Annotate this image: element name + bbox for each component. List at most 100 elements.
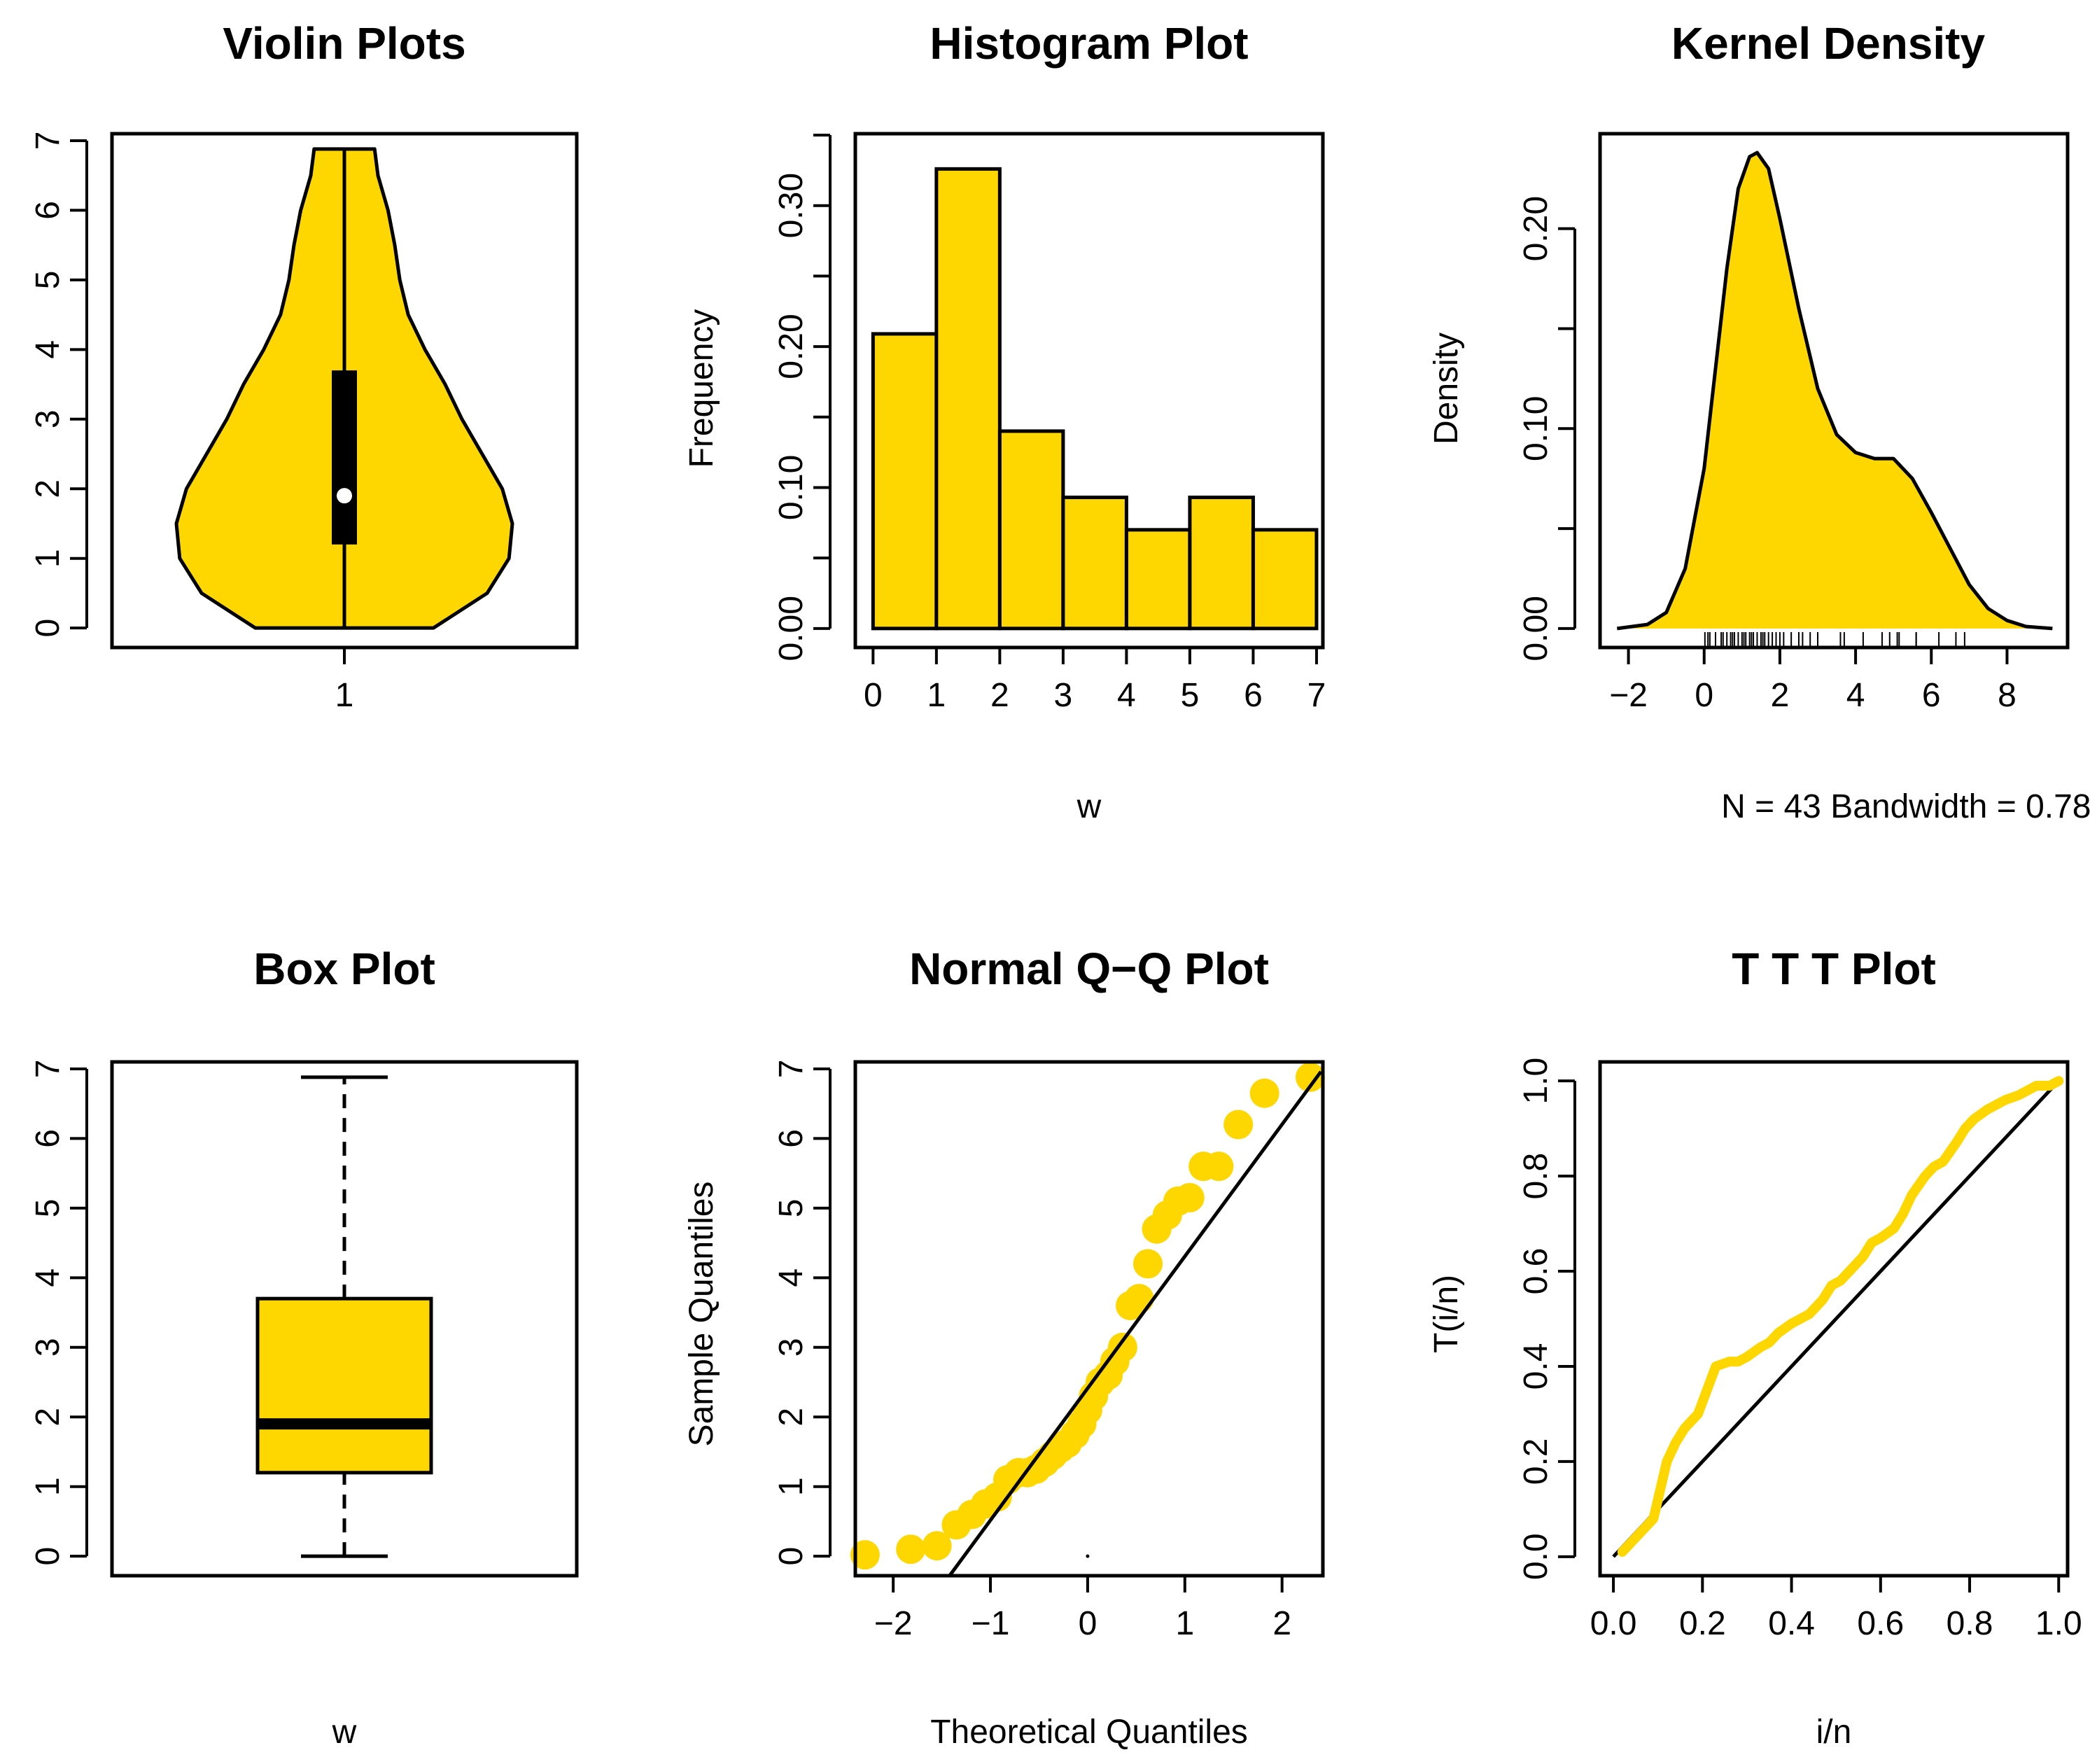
boxplot-ytick-label: 2 [29,1408,66,1427]
histogram-xlabel: w [1076,788,1102,825]
histogram-xtick-label: 7 [1307,677,1326,714]
density-ytick-label: 0.20 [1517,196,1555,261]
density-ylabel: Density [1428,332,1465,444]
boxplot-ytick-label: 0 [29,1547,66,1566]
histogram-xtick-label: 0 [864,677,883,714]
histogram-bar [1188,496,1255,631]
qq-ytick-label: 5 [773,1199,810,1218]
violin-ytick-label: 5 [29,271,66,290]
histogram-ytick-label: 0.30 [773,173,810,238]
histogram-ytick-label: 0.20 [773,314,810,379]
boxplot-xlabel: w [332,1714,357,1751]
ttt-panel: T T T Plot i/n T(i/n) 0.0 0.2 0.4 0.6 0.8 1.0… [1428,944,2082,1751]
violin-iqr-box [332,370,357,545]
ttt-xtick-label: 0.2 [1679,1605,1726,1642]
boxplot-title: Box Plot [253,944,435,994]
density-xtick-label: −2 [1609,677,1648,714]
qq-xtick-label: −1 [972,1605,1010,1642]
qq-ytick-label: 1 [773,1477,810,1496]
qq-origin-dot [1086,1554,1090,1558]
boxplot-box [255,1296,433,1475]
qq-point [896,1534,926,1564]
histogram-xtick-label: 6 [1244,677,1263,714]
ttt-ytick-label: 1.0 [1517,1058,1555,1105]
violin-frame [110,132,579,650]
violin-ytick-label: 6 [29,201,66,220]
density-curve [1617,150,2053,631]
boxplot-frame [110,1060,579,1578]
violin-median-dot [337,488,352,504]
ttt-xtick-label: 0.8 [1947,1605,1993,1642]
qq-xlabel: Theoretical Quantiles [930,1714,1248,1751]
qq-xtick-label: −2 [874,1605,913,1642]
density-ytick-label: 0.10 [1517,396,1555,461]
boxplot-ytick-label: 1 [29,1477,66,1496]
histogram-bar [1061,496,1128,631]
qq-point [1295,1062,1325,1092]
qq-ytick-label: 6 [773,1129,810,1148]
violin-title: Violin Plots [223,18,465,69]
boxplot-ytick-label: 3 [29,1338,66,1357]
density-ytick-label: 0.00 [1517,596,1555,661]
qq-ylabel: Sample Quantiles [683,1182,720,1447]
qq-frame [853,1060,1325,1578]
violin-ytick-label: 4 [29,340,66,359]
qq-point [1223,1110,1254,1140]
boxplot-ytick-label: 6 [29,1129,66,1148]
ttt-ylabel: T(i/n) [1428,1275,1465,1353]
violin-ytick-label: 7 [29,132,66,150]
boxplot-ytick-label: 4 [29,1268,66,1287]
qq-point [922,1531,952,1561]
qq-point [1133,1249,1163,1279]
histogram-bar [1251,528,1319,631]
density-area [1617,153,2053,629]
violin-ytick-label: 3 [29,410,66,428]
qq-ytick-label: 7 [773,1060,810,1079]
ttt-curve [1617,1076,2064,1558]
histogram-ytick-label: 0.00 [773,596,810,661]
ttt-xtick-label: 0.0 [1590,1605,1637,1642]
violin-ytick-label: 0 [29,619,66,638]
qq-point [1174,1182,1205,1212]
qq-point [1107,1332,1137,1362]
density-title: Kernel Density [1671,18,1986,69]
histogram-bar [871,332,939,631]
qq-ytick-label: 2 [773,1408,810,1427]
histogram-ytick-label: 0.10 [773,455,810,520]
ttt-xtick-label: 1.0 [2035,1605,2082,1642]
ttt-xtick-label: 0.6 [1857,1605,1904,1642]
density-xtick-label: 2 [1771,677,1790,714]
qq-reference-line [948,1070,1323,1577]
qq-ytick-label: 3 [773,1338,810,1357]
density-xtick-label: 4 [1846,677,1865,714]
histogram-bar [934,167,1002,631]
histogram-ylabel: Frequency [683,309,720,468]
histogram-xtick-label: 4 [1117,677,1136,714]
histogram-bar [997,429,1065,631]
qq-point [1204,1152,1234,1182]
ttt-xtick-label: 0.4 [1768,1605,1815,1642]
density-xtick-label: 8 [1998,677,2017,714]
boxplot-panel: Box Plot w 0 1 2 3 4 5 6 7 [29,944,579,1751]
histogram-xtick-label: 2 [990,677,1009,714]
qq-xtick-label: 0 [1079,1605,1097,1642]
qq-xtick-label: 2 [1272,1605,1291,1642]
ttt-xlabel: i/n [1816,1714,1852,1751]
ttt-frame [1598,1060,2070,1578]
violin-xtick-label: 1 [335,677,354,714]
density-xlabel: N = 43 Bandwidth = 0.7874 [1721,788,2090,825]
violin-panel: Violin Plots 1 0 1 2 3 4 5 6 7 [29,18,579,714]
ttt-ytick-label: 0.2 [1517,1438,1555,1485]
ttt-ytick-label: 0.6 [1517,1248,1555,1295]
histogram-frame [853,132,1325,650]
violin-ytick-label: 1 [29,549,66,568]
ttt-diagonal-line [1612,1079,2061,1558]
density-xtick-label: 0 [1695,677,1713,714]
ttt-title: T T T Plot [1732,944,1936,994]
histogram-bar [1124,528,1192,631]
ttt-ytick-label: 0.8 [1517,1153,1555,1200]
qq-point [850,1540,880,1570]
qq-point [1124,1284,1154,1314]
histogram-xtick-label: 3 [1054,677,1073,714]
